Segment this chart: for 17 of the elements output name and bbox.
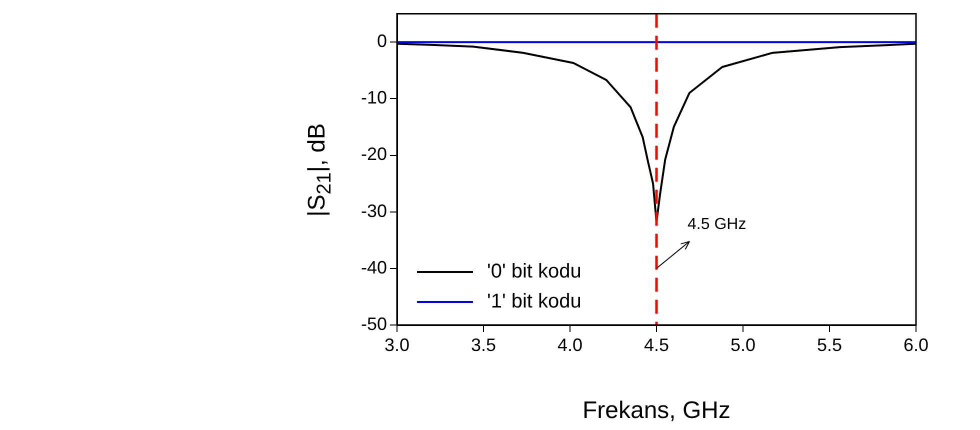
y-tick-label: -40	[360, 257, 387, 278]
x-tick-label: 5.0	[730, 334, 756, 355]
y-tick-label: 0	[376, 31, 387, 52]
x-tick-label: 6.0	[903, 334, 929, 355]
x-tick-label: 3.5	[470, 334, 496, 355]
legend-label: '0' bit kodu	[487, 260, 582, 283]
x-tick-label: 3.0	[384, 334, 410, 355]
y-tick-label: -20	[360, 144, 387, 164]
x-tick-label: 4.0	[557, 334, 583, 355]
x-tick-label: 5.5	[816, 334, 842, 355]
y-tick-label: -10	[360, 88, 387, 108]
y-tick-label: -30	[360, 200, 387, 221]
annotation: 4.5 GHz	[688, 216, 746, 233]
y-tick-label: -50	[360, 314, 387, 334]
x-tick-label: 4.5	[644, 334, 670, 355]
x-axis-title: Frekans, GHz	[582, 397, 731, 424]
legend-label: '1' bit kodu	[487, 290, 582, 313]
